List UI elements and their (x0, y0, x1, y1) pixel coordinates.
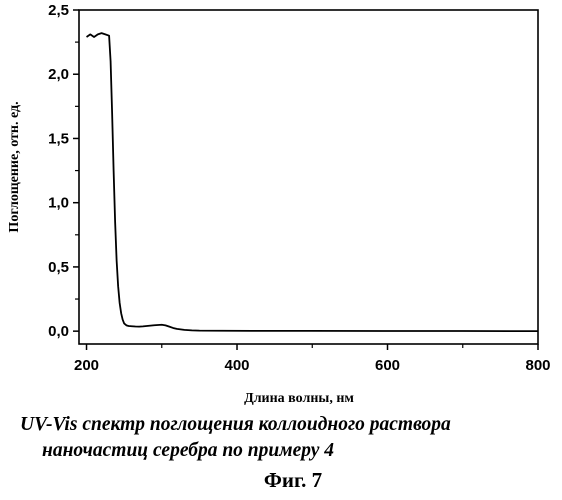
y-tick-label: 0,5 (48, 259, 69, 276)
x-axis-label: Длина волны, нм (244, 391, 354, 406)
x-tick-label: 600 (375, 357, 400, 374)
x-tick-label: 400 (225, 357, 250, 374)
y-tick-label: 0,0 (48, 323, 69, 340)
figure-label: Фиг. 7 (12, 468, 562, 493)
ticks (73, 10, 538, 350)
y-axis-label: Поглощение, отн. ед. (7, 101, 22, 232)
x-tick-label: 800 (525, 357, 550, 374)
y-tick-label: 1,0 (48, 195, 69, 212)
axes (79, 10, 538, 344)
caption-line-2: наночастиц серебра по примеру 4 (42, 440, 542, 462)
x-tick-label: 200 (74, 357, 99, 374)
spectrum-chart: 200 400 600 800 0,0 0,5 1,0 1,5 2,0 2,5 Длина вол… (0, 0, 562, 410)
y-tick-label: 1,5 (48, 130, 69, 147)
y-tick-label: 2,0 (48, 66, 69, 83)
caption-line-1: UV-Vis спектр поглощения коллоидного рас… (20, 414, 562, 436)
tick-labels: 200 400 600 800 0,0 0,5 1,0 1,5 2,0 2,5 (48, 2, 550, 374)
y-tick-label: 2,5 (48, 2, 69, 19)
absorbance-series-line (87, 33, 538, 331)
plot-frame (79, 10, 538, 344)
